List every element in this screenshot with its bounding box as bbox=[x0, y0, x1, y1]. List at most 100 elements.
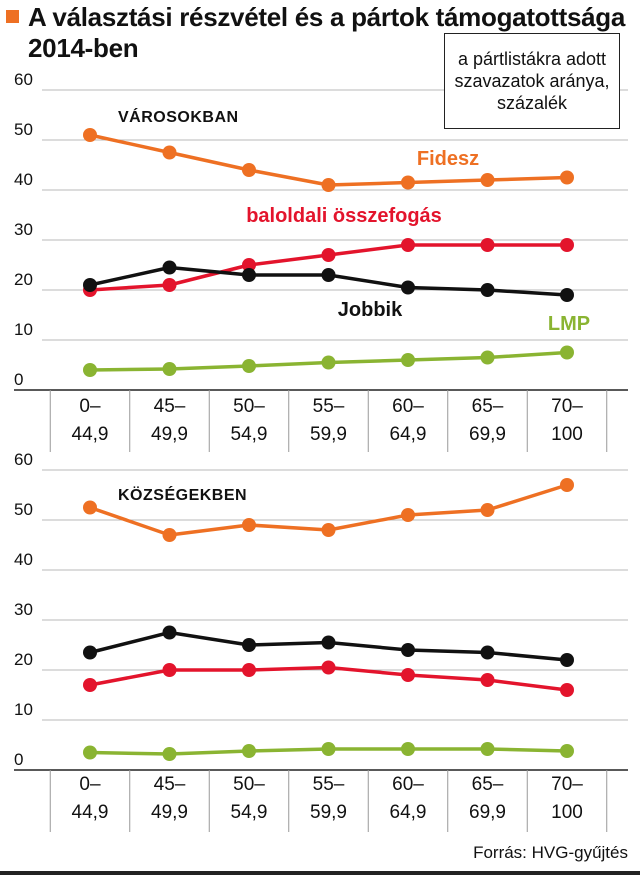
data-point bbox=[162, 528, 177, 542]
data-point bbox=[242, 258, 256, 272]
unit-box: a pártlistákra adott szavazatok aránya, … bbox=[444, 33, 620, 129]
x-tick-label: 44,9 bbox=[72, 424, 109, 445]
x-tick-label: 55– bbox=[313, 396, 345, 417]
x-tick-label: 69,9 bbox=[469, 802, 506, 823]
data-point bbox=[162, 260, 177, 275]
data-point bbox=[162, 747, 177, 761]
y-tick-label: 60 bbox=[14, 450, 33, 469]
series-label: Fidesz bbox=[417, 148, 479, 170]
data-point bbox=[83, 128, 97, 142]
title-marker bbox=[6, 10, 19, 23]
data-point bbox=[401, 508, 415, 522]
data-point bbox=[401, 643, 415, 657]
y-tick-label: 50 bbox=[14, 120, 33, 139]
data-point bbox=[401, 175, 415, 190]
y-tick-label: 60 bbox=[14, 70, 33, 89]
data-point bbox=[401, 668, 415, 682]
data-point bbox=[242, 163, 256, 177]
data-point bbox=[480, 645, 495, 660]
x-tick-label: 70– bbox=[551, 396, 583, 417]
y-tick-label: 20 bbox=[14, 270, 33, 289]
data-point bbox=[242, 638, 256, 652]
data-point bbox=[401, 353, 415, 367]
x-tick-label: 45– bbox=[154, 774, 186, 795]
data-point bbox=[321, 742, 336, 756]
x-tick-label: 64,9 bbox=[390, 424, 427, 445]
data-point bbox=[242, 663, 256, 677]
data-point bbox=[480, 173, 495, 187]
data-point bbox=[321, 660, 336, 675]
data-point bbox=[560, 238, 574, 252]
data-point bbox=[242, 359, 256, 373]
data-point bbox=[401, 742, 415, 756]
y-tick-label: 20 bbox=[14, 650, 33, 669]
chart-title: A választási részvétel és a pártok támog… bbox=[28, 2, 640, 64]
data-point bbox=[560, 744, 574, 758]
data-point bbox=[480, 742, 495, 756]
y-tick-label: 40 bbox=[14, 550, 33, 569]
data-point bbox=[560, 170, 574, 185]
x-tick-label: 54,9 bbox=[231, 802, 268, 823]
x-tick-label: 49,9 bbox=[151, 424, 188, 445]
y-tick-label: 0 bbox=[14, 750, 23, 769]
x-tick-label: 70– bbox=[551, 774, 583, 795]
data-point bbox=[560, 288, 574, 302]
data-point bbox=[321, 248, 336, 262]
x-tick-label: 50– bbox=[233, 396, 265, 417]
x-tick-label: 60– bbox=[392, 396, 424, 417]
data-point bbox=[162, 625, 177, 640]
y-tick-label: 10 bbox=[14, 320, 33, 339]
data-point bbox=[401, 238, 415, 252]
data-point bbox=[242, 268, 256, 282]
data-point bbox=[83, 645, 97, 660]
data-point bbox=[560, 653, 574, 667]
series-line bbox=[89, 133, 568, 187]
x-tick-label: 0– bbox=[79, 396, 101, 417]
data-point bbox=[321, 635, 336, 650]
data-point bbox=[162, 278, 177, 292]
source-note: Forrás: HVG-gyűjtés bbox=[473, 843, 628, 862]
title-text: A választási részvétel és a pártok támog… bbox=[28, 2, 626, 63]
x-tick-label: 55– bbox=[313, 774, 345, 795]
x-tick-label: 59,9 bbox=[310, 424, 347, 445]
data-point bbox=[83, 363, 97, 377]
data-point bbox=[321, 178, 336, 192]
data-point bbox=[162, 145, 177, 160]
panel-label: KÖZSÉGEKBEN bbox=[118, 485, 247, 504]
unit-label: a pártlistákra adott szavazatok aránya, … bbox=[454, 49, 610, 113]
data-point bbox=[83, 745, 97, 760]
x-tick-label: 60– bbox=[392, 774, 424, 795]
y-tick-label: 0 bbox=[14, 370, 23, 389]
series-label: LMP bbox=[548, 313, 590, 335]
data-point bbox=[401, 280, 415, 295]
x-tick-label: 49,9 bbox=[151, 802, 188, 823]
y-tick-label: 50 bbox=[14, 500, 33, 519]
x-tick-label: 65– bbox=[472, 774, 504, 795]
data-point bbox=[83, 678, 97, 692]
data-point bbox=[321, 268, 336, 282]
y-tick-label: 30 bbox=[14, 220, 33, 239]
x-tick-label: 69,9 bbox=[469, 424, 506, 445]
x-tick-label: 100 bbox=[551, 802, 583, 823]
y-tick-label: 30 bbox=[14, 600, 33, 619]
x-tick-label: 59,9 bbox=[310, 802, 347, 823]
data-point bbox=[560, 345, 574, 360]
data-point bbox=[83, 500, 97, 515]
x-tick-label: 45– bbox=[154, 396, 186, 417]
data-point bbox=[480, 503, 495, 517]
y-tick-label: 10 bbox=[14, 700, 33, 719]
x-tick-label: 44,9 bbox=[72, 802, 109, 823]
x-tick-label: 0– bbox=[79, 774, 101, 795]
data-point bbox=[83, 278, 97, 292]
x-tick-label: 100 bbox=[551, 424, 583, 445]
bottom-rule bbox=[0, 871, 640, 875]
y-tick-label: 40 bbox=[14, 170, 33, 189]
data-point bbox=[480, 350, 495, 365]
data-point bbox=[560, 683, 574, 697]
data-point bbox=[242, 518, 256, 532]
data-point bbox=[480, 673, 495, 687]
x-tick-label: 54,9 bbox=[231, 424, 268, 445]
x-tick-label: 50– bbox=[233, 774, 265, 795]
data-point bbox=[560, 478, 574, 492]
